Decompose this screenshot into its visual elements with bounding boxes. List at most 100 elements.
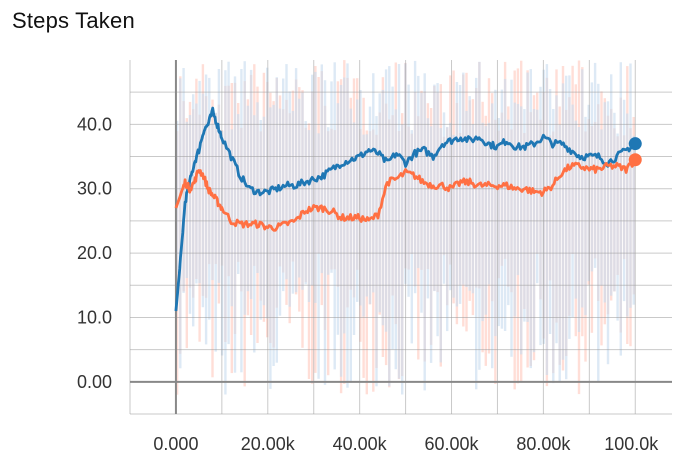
raw-data-band xyxy=(520,106,523,355)
raw-data-band xyxy=(175,120,179,273)
raw-data-band xyxy=(362,134,365,317)
raw-data-band xyxy=(388,66,391,387)
raw-data-band xyxy=(349,108,352,383)
raw-data-band xyxy=(574,120,577,299)
raw-data-band xyxy=(590,82,594,272)
y-tick-label: 0.00 xyxy=(77,372,112,392)
raw-data-band xyxy=(442,112,446,284)
raw-data-band xyxy=(188,115,192,314)
plot-area: 0.00 10.0 20.0 30.0 40.0 0.000 20.00k 40.00k 60.… xyxy=(77,60,672,454)
raw-data-band xyxy=(417,75,420,269)
raw-data-band xyxy=(314,71,317,303)
raw-data-band xyxy=(381,89,385,326)
raw-data-band xyxy=(217,69,221,283)
raw-data-band xyxy=(253,115,256,353)
raw-data-band xyxy=(269,107,272,389)
raw-data-band xyxy=(523,109,526,322)
raw-data-band xyxy=(330,81,333,273)
raw-data-band xyxy=(561,83,565,360)
raw-data-band xyxy=(626,113,629,317)
series-line xyxy=(174,106,636,312)
raw-data-band xyxy=(391,86,394,350)
y-tick-label: 20.0 xyxy=(77,243,112,263)
raw-data-band xyxy=(327,127,330,275)
raw-data-band xyxy=(613,112,616,292)
raw-data-band xyxy=(224,70,227,395)
chart-title: Steps Taken xyxy=(12,8,135,33)
x-tick-label: 80.00k xyxy=(516,434,571,454)
raw-data-band xyxy=(262,116,266,306)
raw-data-band xyxy=(375,116,378,387)
raw-data-band xyxy=(622,99,626,302)
raw-data-band xyxy=(249,69,253,300)
raw-data-band xyxy=(629,63,632,308)
raw-data-band xyxy=(317,133,320,379)
raw-data-band xyxy=(208,77,211,320)
raw-data-band xyxy=(214,112,217,352)
raw-data-band xyxy=(346,63,349,388)
raw-data-band xyxy=(555,95,558,344)
raw-data-band xyxy=(278,108,282,316)
raw-data-band xyxy=(510,79,513,357)
raw-data-band xyxy=(359,90,362,306)
raw-data-band xyxy=(446,126,449,332)
raw-data-band xyxy=(529,69,532,369)
raw-data-band xyxy=(372,73,375,293)
raw-data-band xyxy=(500,89,504,329)
raw-data-band xyxy=(237,114,240,274)
raw-data-band xyxy=(497,118,500,327)
raw-data-band xyxy=(465,110,468,288)
raw-data-band xyxy=(471,124,475,294)
raw-data-band xyxy=(304,121,307,285)
raw-data-band xyxy=(491,103,494,369)
raw-data-band xyxy=(275,77,278,363)
raw-data-band xyxy=(468,96,471,291)
raw-data-band xyxy=(568,75,571,339)
raw-data-band xyxy=(204,74,208,345)
raw-data-band xyxy=(227,61,230,345)
raw-data-band xyxy=(333,62,336,370)
raw-data-band xyxy=(571,104,574,318)
raw-data-band xyxy=(536,109,539,284)
raw-data-band xyxy=(384,69,388,332)
raw-data-band xyxy=(339,85,343,377)
raw-data-band xyxy=(597,83,600,382)
raw-data-band xyxy=(192,94,195,327)
series-line xyxy=(174,159,637,232)
raw-data-band xyxy=(606,101,610,365)
raw-data-band xyxy=(320,64,323,274)
raw-data-band xyxy=(285,64,288,280)
x-tick-label: 0.000 xyxy=(153,434,198,454)
raw-data-band xyxy=(429,126,433,363)
raw-data-band xyxy=(603,102,606,303)
x-tick-label: 40.00k xyxy=(333,434,388,454)
raw-data-band xyxy=(487,122,491,285)
raw-data-band xyxy=(494,89,497,337)
raw-data-band xyxy=(481,122,484,322)
raw-data-band xyxy=(439,128,442,363)
raw-data-band xyxy=(407,84,410,297)
raw-data-band xyxy=(410,130,413,344)
raw-data-band xyxy=(266,67,269,319)
raw-data-band xyxy=(243,61,246,315)
raw-data-band xyxy=(298,98,301,278)
raw-data-band xyxy=(365,134,368,297)
raw-data-band xyxy=(307,130,311,302)
raw-data-band xyxy=(256,102,259,273)
raw-data-band xyxy=(378,93,381,313)
raw-data-band xyxy=(478,61,481,370)
raw-data-band xyxy=(301,92,304,290)
raw-data-band xyxy=(288,91,291,307)
raw-data-band xyxy=(503,78,507,332)
raw-data-band xyxy=(552,109,555,384)
raw-data-band xyxy=(423,73,426,391)
raw-data-band xyxy=(246,105,250,292)
raw-data-band xyxy=(452,134,455,298)
y-tick-label: 30.0 xyxy=(77,179,112,199)
series-end-marker xyxy=(628,153,642,167)
raw-data-band xyxy=(230,129,233,307)
raw-data-band xyxy=(548,89,552,334)
raw-data-band xyxy=(195,103,198,284)
raw-data-band xyxy=(610,74,613,296)
